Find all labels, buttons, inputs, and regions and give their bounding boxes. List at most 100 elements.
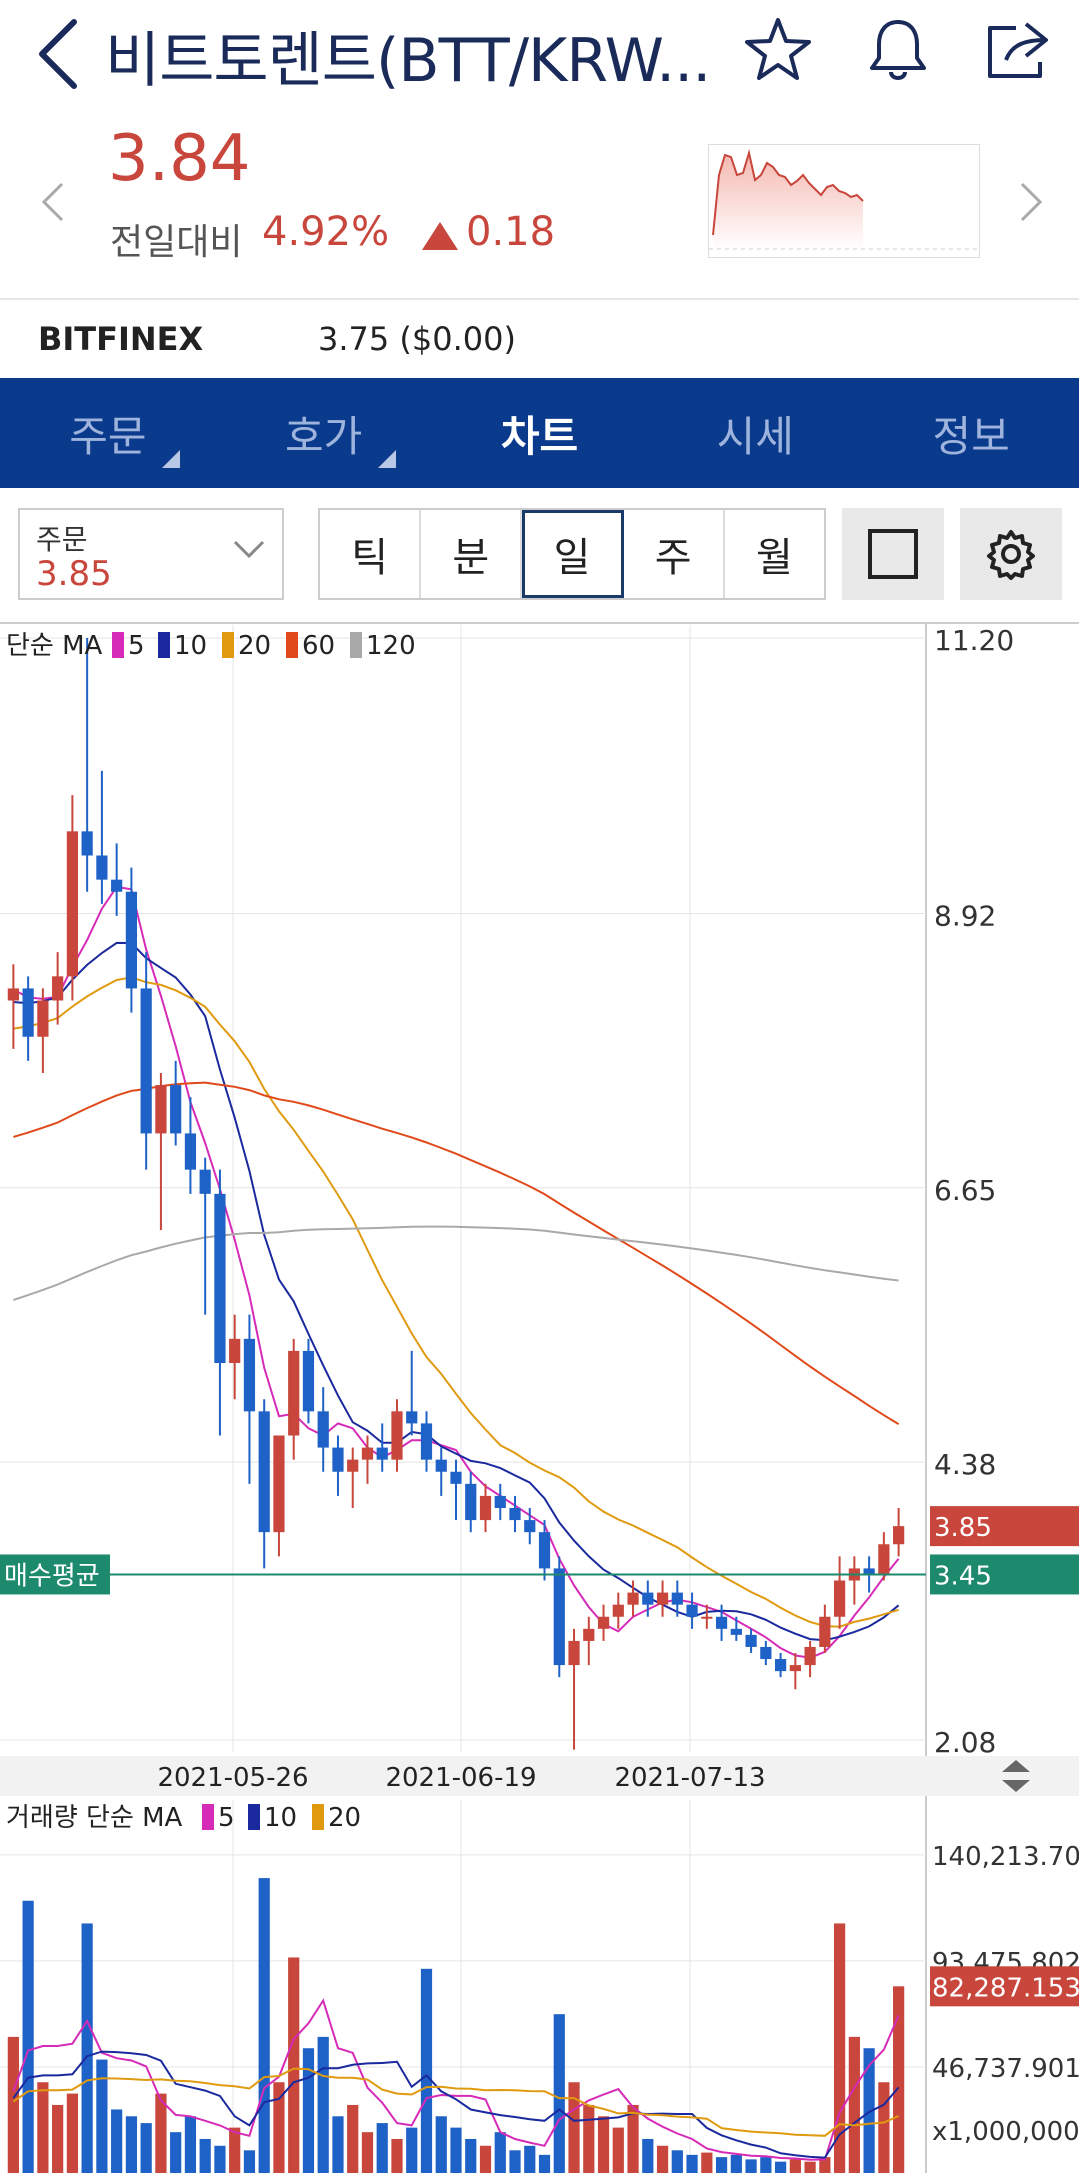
volume-bar (834, 1923, 846, 2173)
tab-info[interactable]: 정보 (863, 378, 1079, 488)
candle-body (302, 1350, 315, 1412)
volume-tick-label: 46,737.901 (932, 2054, 1079, 2084)
ma-legend-label: 120 (366, 631, 416, 661)
volume-bar (170, 2132, 182, 2173)
price-tick-label: 2.08 (934, 1726, 996, 1759)
order-select[interactable]: 주문 3.85 (18, 508, 284, 600)
candle-body (317, 1411, 329, 1448)
header-bar: 비트토렌트(BTT/KRW... (0, 0, 1079, 110)
volume-bar (863, 2048, 875, 2173)
volume-bar (627, 2104, 639, 2173)
candle-body (671, 1592, 683, 1605)
candle-body (184, 1133, 197, 1170)
tab-chart[interactable]: 차트 (432, 378, 648, 488)
prev-arrow-icon[interactable] (36, 180, 72, 224)
candle-body (96, 855, 108, 880)
period-week[interactable]: 주 (624, 510, 725, 598)
period-month[interactable]: 월 (756, 535, 793, 581)
candle-body (509, 1508, 521, 1521)
candle-body (111, 879, 123, 892)
volume-bar (715, 2157, 728, 2173)
candle-body (199, 1169, 211, 1194)
chevron-left-icon[interactable] (30, 14, 90, 94)
volume-bar (804, 2161, 816, 2173)
volume-bar (155, 2093, 167, 2173)
ma-legend-swatch (222, 632, 234, 658)
volume-bar (406, 2127, 418, 2173)
ma-line-10 (13, 941, 900, 1642)
volume-legend-swatch (202, 1804, 214, 1830)
volume-bar (893, 1986, 905, 2173)
candle-body (745, 1634, 757, 1647)
sparkline-svg (709, 149, 979, 250)
time-axis-band (0, 1756, 1079, 1796)
sparkline-chart[interactable] (708, 144, 980, 258)
candle-body (214, 1193, 226, 1363)
settings-button[interactable] (960, 508, 1062, 600)
candle-body (612, 1604, 624, 1617)
tab-label: 호가 (285, 411, 363, 461)
exchange-name: BITFINEX (38, 320, 204, 358)
ma-legend-swatch (350, 632, 362, 658)
tab-orderbook[interactable]: 호가 (216, 378, 432, 488)
exchange-value: 3.75 ($0.00) (318, 320, 516, 358)
period-minute[interactable]: 분 (421, 510, 523, 598)
candle-body (715, 1616, 728, 1629)
candle-body (450, 1471, 462, 1484)
date-tick-label: 2021-06-19 (385, 1763, 536, 1793)
candle-body (170, 1085, 182, 1134)
price-tick-label: 6.65 (934, 1174, 996, 1207)
next-arrow-icon[interactable] (1012, 180, 1048, 224)
fullscreen-button[interactable] (842, 508, 944, 600)
volume-bar (214, 2145, 226, 2173)
menu-corner-icon (377, 450, 396, 468)
volume-bar (671, 2150, 683, 2173)
avg-buy-value: 3.45 (934, 1561, 992, 1591)
volume-bar (288, 1957, 300, 2173)
candle-body (361, 1447, 374, 1460)
page-title: 비트토렌트(BTT/KRW... (105, 26, 711, 96)
candle-body (288, 1350, 300, 1436)
candle-body (494, 1495, 506, 1508)
volume-bar (642, 2138, 654, 2173)
price-chart[interactable]: 11.20 8.92 6.65 4.38 2.08 단순 MA 5 10 20 60 120 매수평균… (0, 620, 1079, 2173)
period-day[interactable]: 일 (522, 510, 624, 598)
candle-body (140, 988, 152, 1134)
volume-bar (656, 2145, 669, 2173)
ma-line-120 (13, 1225, 899, 1301)
ma-legend-label: 5 (128, 631, 145, 661)
ma-line-20 (13, 976, 899, 1628)
volume-bar (302, 2048, 315, 2173)
volume-bar (760, 2157, 772, 2173)
price-tick-label: 8.92 (934, 900, 996, 933)
volume-ma-line-5 (12, 1998, 900, 2161)
candle-body (81, 831, 93, 856)
candle-body (347, 1459, 359, 1472)
star-icon[interactable] (742, 14, 814, 86)
candle-body (435, 1459, 447, 1472)
volume-bar (420, 1968, 433, 2173)
volume-bar (184, 2116, 197, 2173)
candle-body (37, 1000, 49, 1037)
tab-quotes[interactable]: 시세 (647, 378, 863, 488)
candle-body (22, 988, 34, 1037)
candle-body (642, 1592, 654, 1605)
volume-bar (524, 2145, 536, 2173)
tab-label: 정보 (932, 411, 1010, 461)
change-label: 전일대비 (110, 222, 243, 263)
candle-body (524, 1520, 536, 1533)
volume-bar (125, 2116, 138, 2173)
volume-bar (450, 2127, 462, 2173)
volume-bar (701, 2152, 713, 2173)
volume-bar (52, 2104, 64, 2173)
candle-body (258, 1411, 270, 1533)
volume-legend-label: 20 (328, 1803, 361, 1833)
candle-body (229, 1338, 241, 1363)
share-icon[interactable] (982, 14, 1054, 86)
avg-buy-badge (0, 1554, 110, 1595)
period-tick[interactable]: 틱 (320, 510, 422, 598)
volume-ma-line-20 (12, 2067, 900, 2137)
bell-icon[interactable] (862, 14, 934, 86)
tab-order[interactable]: 주문 (0, 378, 216, 488)
ma-legend-prefix: 단순 MA (6, 631, 103, 661)
